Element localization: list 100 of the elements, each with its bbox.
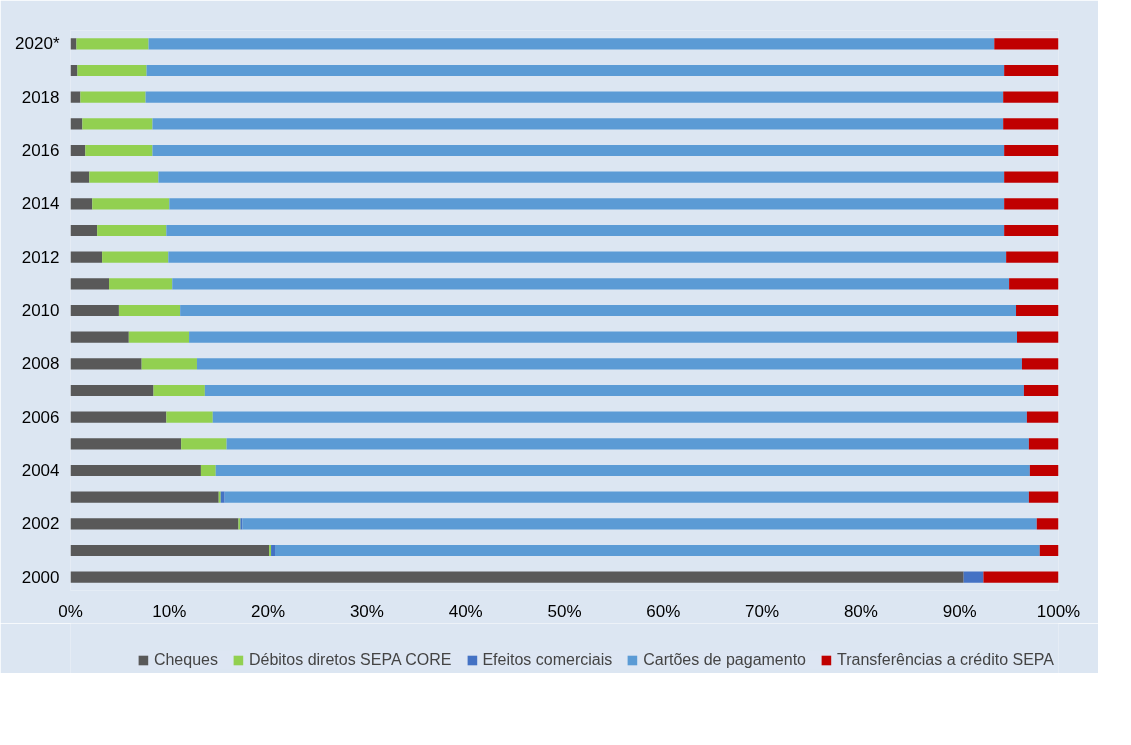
- bar: [70, 384, 154, 397]
- bar: [152, 144, 1005, 157]
- y-tick-label: 2000: [21, 567, 60, 587]
- bar: [158, 171, 1005, 183]
- bar: [70, 358, 142, 370]
- y-tick-label: 2010: [21, 301, 60, 320]
- bar: [180, 304, 1017, 317]
- bar: [70, 464, 201, 477]
- x-tick-label: 20%: [251, 601, 286, 621]
- legend-label: Transferências a crédito SEPA: [837, 651, 1054, 669]
- bar: [271, 544, 276, 557]
- bar: [141, 358, 197, 370]
- y-tick-label: 2018: [21, 87, 60, 107]
- bar: [1023, 384, 1059, 397]
- bar: [70, 331, 129, 343]
- bar: [994, 38, 1059, 50]
- bar: [1028, 491, 1059, 503]
- bar: [1009, 278, 1059, 290]
- bar: [169, 198, 1005, 210]
- legend-label: Cartões de pagamento: [643, 651, 807, 669]
- bar: [242, 518, 1037, 530]
- bar: [148, 38, 995, 50]
- y-tick-label: 2014: [21, 194, 60, 214]
- bar: [70, 544, 270, 557]
- bar: [983, 571, 1059, 583]
- x-tick-label: 40%: [448, 601, 483, 621]
- bar: [196, 358, 1022, 370]
- y-tick-label: 2004: [21, 461, 60, 480]
- x-tick-label: 90%: [942, 601, 977, 621]
- bar: [1016, 304, 1059, 317]
- bar: [1028, 438, 1059, 450]
- bar: [1017, 331, 1059, 343]
- bar: [168, 251, 1007, 263]
- bar: [1039, 544, 1059, 557]
- bar: [77, 64, 147, 77]
- bar: [275, 544, 1040, 557]
- bar: [220, 491, 225, 503]
- bar: [70, 224, 98, 237]
- y-tick-label: 2002: [21, 514, 60, 534]
- bar: [109, 278, 173, 290]
- bar: [70, 144, 86, 157]
- bar: [1004, 171, 1059, 183]
- bar: [1004, 224, 1059, 237]
- bar: [1004, 198, 1059, 210]
- x-tick-label: 70%: [745, 601, 780, 621]
- bar: [70, 251, 103, 263]
- bar: [85, 144, 153, 157]
- bar: [215, 464, 1030, 477]
- bar: [89, 171, 159, 183]
- y-tick-label: 2012: [21, 247, 60, 267]
- bar: [204, 384, 1024, 397]
- bar: [70, 118, 83, 130]
- y-tick-label: 2020*: [15, 34, 60, 54]
- bar: [92, 198, 170, 210]
- legend-label: Débitos diretos SEPA CORE: [248, 651, 452, 669]
- bar: [189, 331, 1017, 343]
- bar: [224, 491, 1029, 503]
- bar: [70, 198, 93, 210]
- bar: [153, 384, 205, 397]
- bar: [80, 91, 146, 103]
- bar: [70, 278, 110, 290]
- bar: [226, 438, 1029, 450]
- y-tick-label: 2006: [21, 407, 60, 427]
- y-tick-label: 2008: [21, 354, 60, 374]
- bar: [70, 171, 90, 183]
- x-tick-label: 30%: [349, 601, 384, 621]
- bar: [166, 224, 1005, 237]
- bar: [1004, 64, 1059, 77]
- x-tick-label: 60%: [646, 601, 681, 621]
- bar: [1021, 358, 1059, 370]
- bar: [70, 438, 182, 450]
- bar: [152, 118, 1004, 130]
- bar: [70, 518, 239, 530]
- bar: [70, 304, 119, 317]
- bar: [1006, 251, 1059, 263]
- bar: [1036, 518, 1059, 530]
- bar: [212, 411, 1027, 423]
- bar: [1003, 91, 1059, 103]
- bar: [145, 91, 1004, 103]
- bar: [1004, 144, 1059, 157]
- bar: [70, 491, 219, 503]
- bar: [76, 38, 149, 50]
- bar: [1026, 411, 1059, 423]
- legend-label: Efeitos comerciais: [482, 651, 613, 669]
- bar: [82, 118, 153, 130]
- x-tick-label: 50%: [547, 601, 582, 621]
- x-tick-label: 0%: [58, 601, 83, 621]
- bar: [166, 411, 213, 423]
- bar: [102, 251, 169, 263]
- bar: [172, 278, 1010, 290]
- bar: [963, 571, 984, 583]
- x-tick-label: 100%: [1036, 601, 1081, 621]
- bar: [1003, 118, 1059, 130]
- x-tick-label: 10%: [152, 601, 187, 621]
- x-tick-label: 80%: [843, 601, 878, 621]
- bar: [200, 464, 216, 477]
- bar: [1029, 464, 1059, 477]
- y-tick-label: 2016: [21, 141, 60, 160]
- bar: [70, 411, 167, 423]
- bar: [181, 438, 227, 450]
